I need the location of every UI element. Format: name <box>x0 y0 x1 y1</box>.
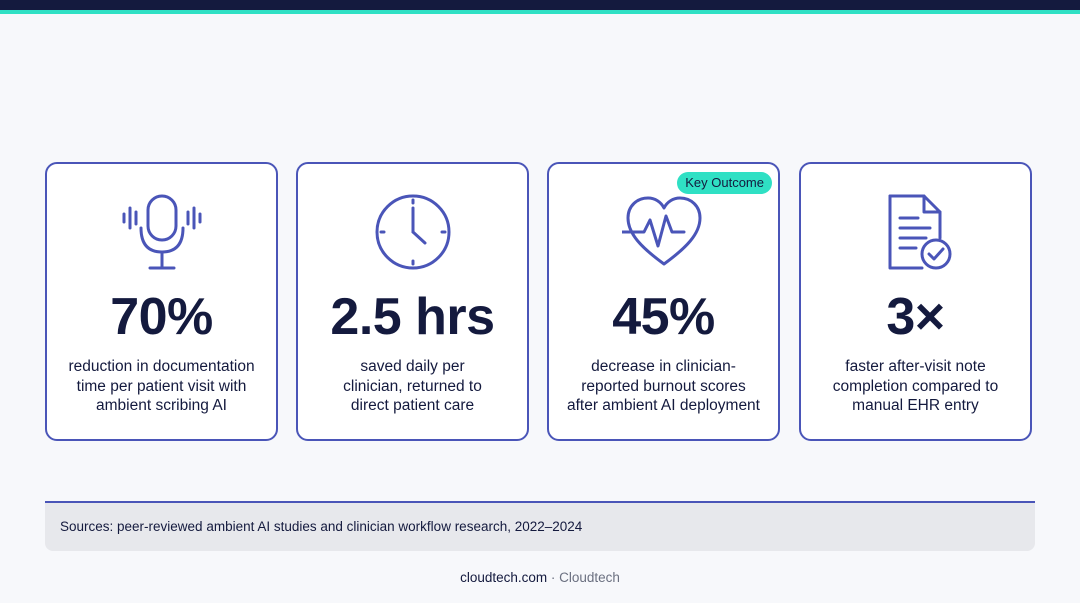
clock-icon <box>371 192 455 276</box>
stat-description: decrease in clinician- reported burnout … <box>566 358 760 414</box>
stat-description: saved daily per clinician, returned to d… <box>343 358 482 414</box>
footer-separator: · <box>547 570 560 585</box>
stat-value: 2.5 hrs <box>330 288 495 346</box>
document-check-icon <box>874 192 958 276</box>
stat-card-burnout: Key Outcome 45% decrease in clinician- r… <box>547 162 780 441</box>
stat-card-note-completion: 3× faster after-visit note completion co… <box>799 162 1032 441</box>
top-accent-bar <box>0 10 1080 14</box>
footer-brand: Cloudtech <box>559 570 620 585</box>
sources-note: Sources: peer-reviewed ambient AI studie… <box>45 503 1035 551</box>
stat-card-documentation: 70% reduction in documentation time per … <box>45 162 278 441</box>
stat-value: 45% <box>612 288 715 346</box>
top-bar <box>0 0 1080 10</box>
key-outcome-badge: Key Outcome <box>677 172 772 194</box>
heart-pulse-icon <box>621 192 706 276</box>
stat-value: 3× <box>886 288 945 346</box>
footer: cloudtech.com · Cloudtech <box>0 568 1080 588</box>
stat-cards: 70% reduction in documentation time per … <box>45 162 1035 444</box>
stat-card-time-saved: 2.5 hrs saved daily per clinician, retur… <box>296 162 529 441</box>
stat-description: faster after-visit note completion compa… <box>832 358 999 414</box>
microphone-icon <box>120 192 204 276</box>
stat-description: reduction in documentation time per pati… <box>68 358 255 414</box>
stat-value: 70% <box>110 288 213 346</box>
footer-domain: cloudtech.com <box>460 570 548 585</box>
sources-divider <box>45 501 1035 503</box>
